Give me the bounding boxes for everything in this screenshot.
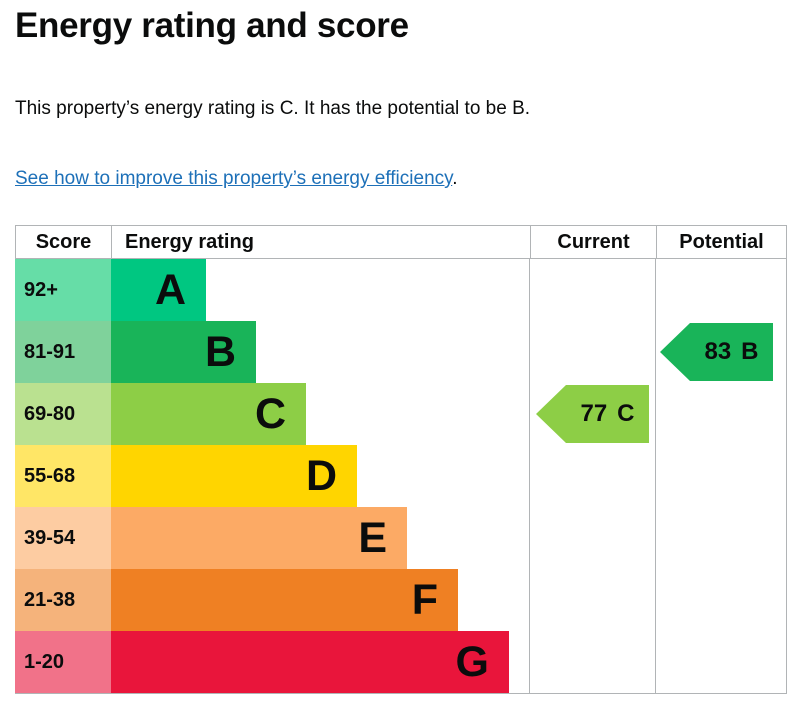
epc-chart-body: 77 C 83 B 92+ A 81-91 B 69-80 C 55-68 D 39-54 E 21… [15, 259, 787, 694]
band-bar-c: C [111, 383, 306, 445]
band-bar-f: F [111, 569, 458, 631]
epc-rating-chart: Score Energy rating Current Potential 77… [15, 225, 787, 694]
improve-link-line: See how to improve this property’s energ… [15, 166, 787, 191]
score-cell-e: 39-54 [15, 507, 111, 569]
potential-rating-arrow: 83 B [660, 323, 773, 381]
header-score: Score [16, 226, 112, 258]
current-rating-value: 77 [580, 400, 608, 427]
score-cell-d: 55-68 [15, 445, 111, 507]
page-title: Energy rating and score [15, 6, 409, 45]
score-cell-a: 92+ [15, 259, 111, 321]
chart-right-border [786, 259, 787, 693]
current-rating-arrow: 77 C [536, 385, 649, 443]
potential-rating-band: B [741, 338, 759, 365]
column-divider-potential [655, 259, 656, 693]
score-cell-b: 81-91 [15, 321, 111, 383]
score-cell-c: 69-80 [15, 383, 111, 445]
band-bar-d: D [111, 445, 357, 507]
epc-chart-header: Score Energy rating Current Potential [15, 225, 787, 259]
header-current: Current [531, 226, 657, 258]
band-bar-g: G [111, 631, 509, 693]
score-cell-g: 1-20 [15, 631, 111, 693]
score-cell-f: 21-38 [15, 569, 111, 631]
link-trailing-period: . [452, 168, 458, 189]
current-rating-band: C [617, 400, 635, 427]
band-bar-b: B [111, 321, 256, 383]
column-divider-current [529, 259, 530, 693]
summary-text: This property’s energy rating is C. It h… [15, 96, 787, 121]
band-bar-a: A [111, 259, 206, 321]
header-potential: Potential [679, 230, 764, 253]
improve-efficiency-link[interactable]: See how to improve this property’s energ… [15, 168, 453, 189]
header-energy-rating: Energy rating [112, 226, 531, 258]
summary-sentence: This property’s energy rating is C. It h… [15, 98, 531, 119]
band-bar-e: E [111, 507, 407, 569]
potential-rating-value: 83 [704, 338, 732, 365]
energy-rating-section: Energy rating and score This property’s … [15, 6, 787, 694]
